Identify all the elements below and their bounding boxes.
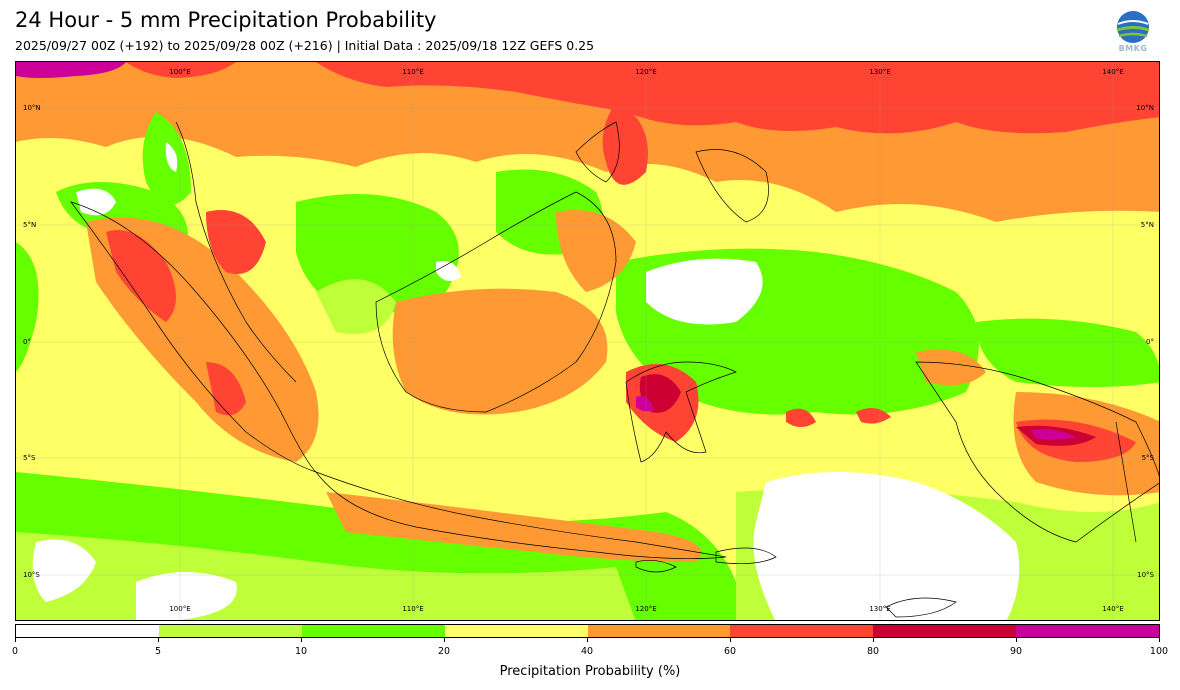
colorbar-segment <box>1016 625 1159 637</box>
bottom-lon-label: 140°E <box>1102 605 1124 613</box>
colorbar-tick-label: 90 <box>1009 646 1023 657</box>
colorbar-tick-label: 20 <box>437 646 451 657</box>
bottom-lon-label: 110°E <box>402 605 424 613</box>
colorbar-tick <box>730 638 731 642</box>
colorbar-segment <box>444 625 588 637</box>
left-lat-label: 0° <box>23 338 31 346</box>
top-lon-label: 110°E <box>402 68 424 76</box>
left-lat-label: 10°N <box>23 104 41 112</box>
colorbar-segment <box>301 625 445 637</box>
bottom-lon-label: 100°E <box>169 605 191 613</box>
right-lat-label: 0° <box>1146 338 1154 346</box>
colorbar-segment <box>158 625 302 637</box>
colorbar-tick-label: 80 <box>866 646 880 657</box>
colorbar-label: Precipitation Probability (%) <box>499 664 681 679</box>
colorbar-tick-label: 10 <box>294 646 308 657</box>
colorbar-tick <box>1016 638 1017 642</box>
colorbar-segment <box>873 625 1017 637</box>
top-lon-label: 120°E <box>635 68 657 76</box>
right-lat-label: 10°S <box>1137 571 1154 579</box>
colorbar-segment <box>730 625 874 637</box>
top-lon-label: 140°E <box>1102 68 1124 76</box>
bottom-lon-label: 130°E <box>869 605 891 613</box>
colorbar-tick-label: 60 <box>723 646 737 657</box>
chart-subtitle: 2025/09/27 00Z (+192) to 2025/09/28 00Z … <box>15 38 595 53</box>
top-lon-label: 130°E <box>869 68 891 76</box>
left-lat-label: 5°N <box>23 221 37 229</box>
colorbar-tick-label: 100 <box>1149 646 1169 657</box>
colorbar-tick-label: 40 <box>580 646 594 657</box>
colorbar-segment <box>587 625 731 637</box>
colorbar-tick <box>301 638 302 642</box>
left-lat-label: 10°S <box>23 571 40 579</box>
colorbar <box>15 624 1160 638</box>
colorbar-segment <box>16 625 159 637</box>
left-lat-label: 5°S <box>23 454 36 462</box>
colorbar-tick <box>873 638 874 642</box>
colorbar-tick-label: 0 <box>11 646 19 657</box>
colorbar-tick <box>1159 638 1160 642</box>
colorbar-tick <box>15 638 16 642</box>
top-lon-label: 100°E <box>169 68 191 76</box>
right-lat-label: 5°S <box>1141 454 1154 462</box>
right-lat-label: 10°N <box>1136 104 1154 112</box>
bottom-lon-label: 120°E <box>635 605 657 613</box>
logo-text: BMKG <box>1118 44 1148 53</box>
colorbar-tick <box>444 638 445 642</box>
colorbar-tick-label: 5 <box>154 646 162 657</box>
chart-title: 24 Hour - 5 mm Precipitation Probability <box>15 8 437 32</box>
precipitation-map: 100°E 110°E 120°E 130°E 140°E 100°E 110°… <box>15 61 1160 621</box>
colorbar-tick <box>587 638 588 642</box>
right-lat-label: 5°N <box>1140 221 1154 229</box>
colorbar-tick <box>158 638 159 642</box>
